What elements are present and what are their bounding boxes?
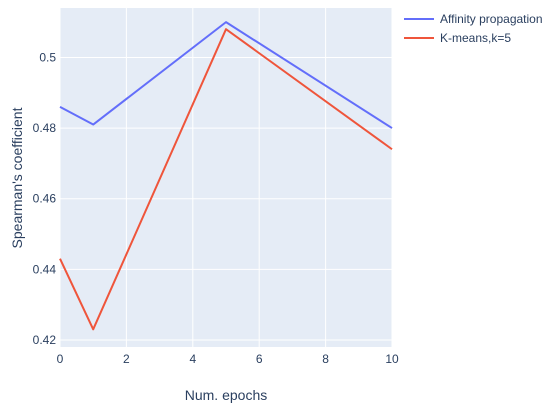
y-tick-label: 0.44 [33,262,57,276]
x-tick-label: 0 [57,352,64,366]
legend-label: K-means,k=5 [440,31,511,45]
y-tick-label: 0.48 [33,121,57,135]
x-tick-label: 4 [189,352,196,366]
x-axis-tick-labels: 0 2 4 6 8 10 [57,352,399,366]
x-tick-label: 10 [385,352,399,366]
series-lines [59,21,393,331]
grid-lines [59,8,393,347]
y-tick-label: 0.46 [33,192,57,206]
x-tick-label: 8 [322,352,329,366]
x-tick-label: 6 [256,352,263,366]
y-tick-label: 0.42 [33,333,57,347]
legend: Affinity propagation K-means,k=5 [404,12,543,45]
x-tick-label: 2 [123,352,130,366]
y-axis-tick-labels: 0.42 0.44 0.46 0.48 0.5 [33,50,57,347]
y-tick-label: 0.5 [39,50,56,64]
series-line-1 [59,21,393,129]
plot-area-background [60,8,392,347]
y-axis-title: Spearman's coefficient [9,107,25,248]
x-axis-title: Num. epochs [185,387,267,403]
legend-label: Affinity propagation [440,12,543,26]
series-line-2 [59,28,393,331]
